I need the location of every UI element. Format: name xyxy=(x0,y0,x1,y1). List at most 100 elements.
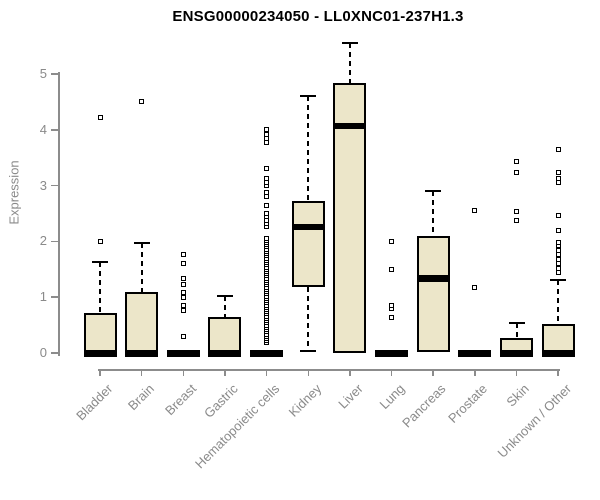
y-axis-tick xyxy=(51,240,58,243)
median-bar xyxy=(83,350,117,357)
x-axis-tick xyxy=(474,369,476,376)
outlier-point xyxy=(264,190,270,196)
box-iqr xyxy=(125,291,159,353)
median-bar xyxy=(333,122,367,130)
upper-whisker xyxy=(515,322,518,338)
outlier-point xyxy=(97,238,103,244)
upper-whisker xyxy=(557,280,560,324)
upper-whisker-staple xyxy=(508,321,525,324)
outlier-point xyxy=(264,211,270,216)
x-axis-tick xyxy=(224,369,226,376)
outlier-point xyxy=(389,302,395,308)
upper-whisker-staple xyxy=(425,190,442,193)
upper-whisker-staple xyxy=(133,242,150,245)
outlier-point xyxy=(555,169,561,175)
x-category-label: Lung xyxy=(376,381,408,413)
y-tick-label: 4 xyxy=(39,121,47,137)
outlier-point xyxy=(180,302,186,308)
x-category-label: Kidney xyxy=(285,381,324,420)
x-axis-tick xyxy=(99,369,101,376)
outlier-point xyxy=(264,176,270,182)
outlier-point xyxy=(555,261,561,267)
outlier-point xyxy=(472,207,478,213)
lower-whisker-staple xyxy=(300,350,317,353)
outlier-point xyxy=(389,238,395,244)
x-axis-tick xyxy=(265,369,268,376)
outlier-point xyxy=(264,127,270,133)
median-bar xyxy=(208,350,242,357)
outlier-point xyxy=(180,295,186,301)
x-category-label: Bladder xyxy=(73,381,116,424)
median-bar xyxy=(291,223,325,231)
outlier-point xyxy=(555,212,561,218)
outlier-point xyxy=(180,289,186,295)
outlier-point xyxy=(555,256,561,262)
median-bar xyxy=(416,275,450,282)
median-bar xyxy=(500,350,533,357)
x-category-label: Unknown / Other xyxy=(494,381,574,461)
median-bar xyxy=(458,350,492,357)
lower-whisker xyxy=(307,287,310,352)
outlier-point xyxy=(264,202,270,208)
median-bar xyxy=(250,350,284,357)
outlier-point xyxy=(555,227,561,233)
y-axis-tick xyxy=(51,129,58,131)
outlier-point xyxy=(180,252,186,258)
outlier-point xyxy=(555,240,561,246)
x-category-label: Gastric xyxy=(200,381,241,421)
outlier-point xyxy=(555,146,561,152)
x-category-label: Brain xyxy=(125,381,158,414)
outlier-point xyxy=(514,217,519,223)
box-iqr xyxy=(83,312,117,353)
upper-whisker-staple xyxy=(550,279,567,282)
x-category-label: Pancreas xyxy=(399,381,449,431)
outlier-point xyxy=(180,307,186,313)
outlier-point xyxy=(97,115,103,121)
x-axis-tick xyxy=(515,369,518,376)
outlier-point xyxy=(264,166,270,172)
y-tick-label: 0 xyxy=(39,345,47,360)
y-axis-line xyxy=(58,72,60,356)
outlier-point xyxy=(555,176,561,182)
x-category-label: Skin xyxy=(503,381,533,410)
median-bar xyxy=(125,350,159,357)
outlier-point xyxy=(264,131,270,137)
box-iqr xyxy=(416,235,450,352)
outlier-point xyxy=(264,235,270,241)
y-axis-tick xyxy=(51,352,58,354)
upper-whisker xyxy=(307,96,310,202)
outlier-point xyxy=(555,247,561,253)
outlier-point xyxy=(180,261,186,267)
x-axis-tick xyxy=(307,369,309,376)
outlier-point xyxy=(514,209,519,215)
upper-whisker-staple xyxy=(300,95,317,98)
outlier-point xyxy=(472,284,478,290)
upper-whisker-staple xyxy=(341,42,358,45)
outlier-point xyxy=(180,333,186,339)
x-axis-tick xyxy=(432,369,434,376)
outlier-point xyxy=(555,270,561,276)
x-axis-tick xyxy=(390,369,393,376)
upper-whisker xyxy=(223,296,226,317)
y-tick-label: 3 xyxy=(39,177,47,193)
median-bar xyxy=(541,350,575,357)
x-axis-tick xyxy=(349,369,351,376)
outlier-point xyxy=(555,252,561,258)
outlier-point xyxy=(389,315,395,321)
x-axis-line xyxy=(98,369,561,371)
x-category-label: Prostate xyxy=(445,381,491,426)
x-axis-tick xyxy=(182,369,185,376)
box-iqr xyxy=(291,201,325,288)
chart-title: ENSG00000234050 - LL0XNC01-237H1.3 xyxy=(172,8,464,25)
box-iqr xyxy=(208,316,242,353)
x-category-label: Liver xyxy=(334,381,366,412)
x-category-label: Breast xyxy=(161,381,199,419)
median-bar xyxy=(375,350,409,357)
outlier-point xyxy=(389,267,395,273)
y-axis-tick xyxy=(51,73,58,75)
upper-whisker xyxy=(432,191,435,236)
y-tick-label: 5 xyxy=(39,66,47,81)
y-axis-tick xyxy=(51,184,58,187)
upper-whisker-staple xyxy=(216,295,233,298)
